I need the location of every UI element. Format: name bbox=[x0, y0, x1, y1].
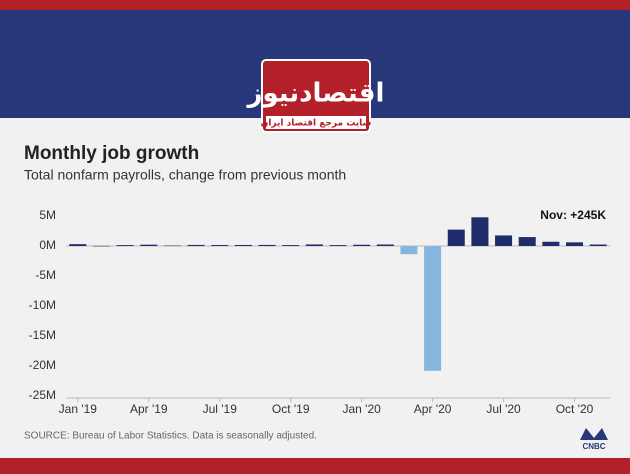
x-tick-label: Apr '19 bbox=[130, 402, 168, 416]
logo-sub-box bbox=[266, 116, 366, 129]
bar bbox=[376, 244, 394, 246]
y-tick-label: 0M bbox=[39, 238, 56, 252]
bar bbox=[447, 229, 465, 246]
bar bbox=[542, 241, 560, 246]
y-tick-label: -5M bbox=[35, 268, 56, 282]
x-tick-label: Jul '19 bbox=[203, 402, 238, 416]
logo-box bbox=[261, 59, 371, 133]
bar bbox=[282, 245, 300, 246]
bar bbox=[69, 244, 87, 246]
y-tick-label: -15M bbox=[29, 328, 56, 342]
bar bbox=[518, 237, 536, 246]
chart-subtitle: Total nonfarm payrolls, change from prev… bbox=[24, 167, 346, 183]
bar bbox=[211, 245, 229, 246]
bar bbox=[92, 245, 110, 247]
logo-title: اقتصادنیوز bbox=[246, 79, 385, 109]
y-tick-label: -20M bbox=[29, 358, 56, 372]
logo-subtitle: سایت مرجع اقتصاد ایران bbox=[261, 119, 372, 129]
x-tick-label: Apr '20 bbox=[414, 402, 452, 416]
bar bbox=[187, 244, 205, 246]
bar bbox=[566, 242, 584, 246]
source: SOURCE: Bureau of Labor Statistics. Data… bbox=[24, 431, 317, 442]
bar bbox=[305, 244, 323, 246]
bottom-strip bbox=[0, 458, 630, 474]
x-tick-label: Oct '20 bbox=[556, 402, 594, 416]
bar bbox=[424, 246, 442, 371]
bar bbox=[163, 245, 181, 247]
x-tick-label: Jul '20 bbox=[486, 402, 521, 416]
y-tick-label: -10M bbox=[29, 298, 56, 312]
x-tick-label: Jan '20 bbox=[342, 402, 381, 416]
bar bbox=[589, 244, 607, 246]
bar bbox=[495, 235, 513, 246]
bar bbox=[400, 246, 418, 255]
x-tick-label: Oct '19 bbox=[272, 402, 310, 416]
brand: CNBC bbox=[582, 442, 605, 451]
x-tick-label: Jan '19 bbox=[59, 402, 98, 416]
top-strip bbox=[0, 0, 630, 10]
chart-title: Monthly job growth bbox=[24, 143, 199, 164]
bar bbox=[471, 217, 489, 246]
bar bbox=[329, 245, 347, 246]
y-tick-label: -25M bbox=[29, 388, 56, 402]
bar bbox=[116, 245, 134, 246]
bar bbox=[234, 244, 252, 246]
logo: اقتصادنیوز سایت مرجع اقتصاد ایران bbox=[246, 59, 385, 133]
bar bbox=[140, 244, 158, 246]
bar bbox=[258, 244, 276, 246]
annotation: Nov: +245K bbox=[540, 208, 606, 222]
y-tick-label: 5M bbox=[39, 208, 56, 222]
brand-icon bbox=[580, 428, 608, 440]
bar bbox=[353, 244, 371, 246]
